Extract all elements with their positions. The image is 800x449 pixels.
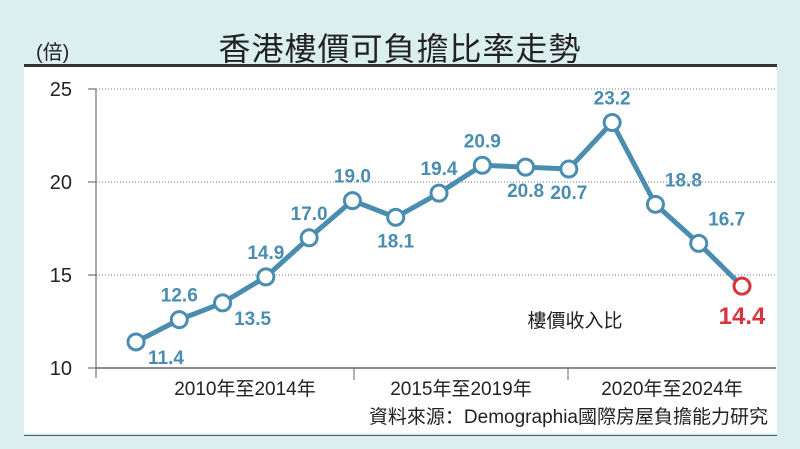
data-point <box>516 157 536 177</box>
x-group-label: 2015年至2019年 <box>390 378 532 400</box>
data-label: 12.6 <box>161 286 198 307</box>
data-point <box>342 191 362 211</box>
y-tick-label: 25 <box>50 79 72 101</box>
data-label: 23.2 <box>594 88 631 109</box>
data-label: 19.0 <box>334 167 371 188</box>
data-point <box>645 194 665 214</box>
divider <box>24 435 777 436</box>
data-point <box>472 155 492 175</box>
series-name: 樓價收入比 <box>527 310 622 332</box>
data-label: 14.9 <box>247 243 284 264</box>
x-group-label: 2010年至2014年 <box>174 378 316 400</box>
data-point <box>602 112 622 132</box>
y-tick-label: 15 <box>50 265 72 287</box>
y-axis-unit: (倍) <box>36 42 70 64</box>
data-point <box>689 233 709 253</box>
data-label: 14.4 <box>719 303 766 330</box>
data-label: 13.5 <box>234 309 271 330</box>
data-label: 11.4 <box>148 348 184 369</box>
data-label: 18.8 <box>665 170 702 191</box>
data-label: 20.9 <box>464 131 501 152</box>
data-point <box>213 293 233 313</box>
chart-panel <box>24 64 777 433</box>
data-label: 17.0 <box>291 204 328 225</box>
data-label: 18.1 <box>377 231 414 252</box>
data-label: 16.7 <box>708 209 745 230</box>
data-point <box>256 267 276 287</box>
x-group-label: 2020年至2024年 <box>601 378 743 400</box>
data-point <box>169 310 189 330</box>
y-tick-label: 10 <box>50 358 72 380</box>
data-point <box>126 332 146 352</box>
chart-title: 香港樓價可負擔比率走勢 <box>218 31 582 67</box>
source-note: 資料來源：Demographia國際房屋負擔能力研究 <box>368 407 768 428</box>
data-label: 20.8 <box>507 181 544 202</box>
data-label: 20.7 <box>550 183 587 204</box>
data-point <box>732 276 752 296</box>
data-point <box>559 159 579 179</box>
data-point <box>429 183 449 203</box>
data-point <box>386 207 406 227</box>
data-label: 19.4 <box>421 159 458 180</box>
data-point <box>299 228 319 248</box>
y-tick-label: 20 <box>50 172 72 194</box>
